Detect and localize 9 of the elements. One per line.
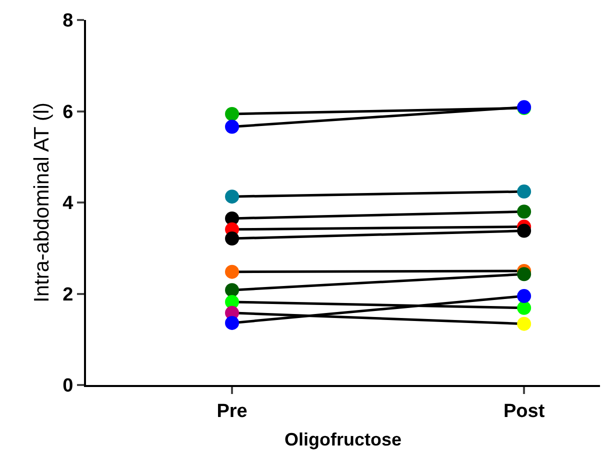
y-tick-label: 6 [62, 102, 74, 123]
y-tick-label: 0 [62, 376, 74, 397]
y-axis-title: Intra-abdominal AT (l) [30, 102, 54, 302]
x-tick-label: Pre [216, 400, 248, 422]
x-tick-label: Post [503, 400, 546, 422]
y-tick-label: 8 [62, 10, 74, 32]
y-tick-label: 4 [62, 193, 74, 214]
y-tick-label: 2 [62, 284, 74, 306]
x-axis-title: Oligofructose [284, 429, 402, 450]
